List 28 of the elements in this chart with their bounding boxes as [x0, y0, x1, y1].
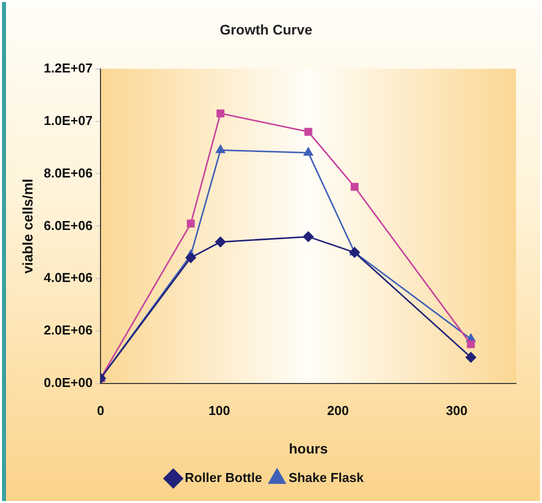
legend-label: Roller Bottle: [184, 470, 262, 486]
point: [186, 252, 196, 263]
chart-title: Growth Curve: [220, 21, 312, 38]
legend-label: Shake Flask: [288, 470, 364, 486]
point: [304, 128, 312, 136]
point: [350, 182, 359, 191]
x-axis-title: hours: [288, 440, 328, 456]
point: [466, 352, 476, 363]
point: [215, 236, 226, 248]
y-tick-label: 4.0E+06: [44, 270, 93, 286]
y-tick-label: 1.0E+07: [44, 112, 93, 128]
x-tick-label: 0: [96, 402, 104, 418]
point: [349, 247, 360, 258]
point: [216, 144, 226, 154]
y-tick-label: 0.0E+00: [44, 375, 93, 390]
x-tick-label: 200: [327, 402, 349, 418]
point: [216, 109, 224, 118]
point: [466, 340, 475, 348]
x-tick-label: 100: [208, 402, 230, 418]
y-tick-label: 2.0E+06: [44, 322, 93, 338]
y-tick-label: 8.0E+06: [44, 165, 93, 180]
x-tick-label: 300: [446, 402, 468, 418]
point: [186, 220, 195, 228]
y-axis-title: viable cells/ml: [19, 178, 36, 274]
point: [303, 231, 314, 242]
y-tick-label: 6.0E+06: [44, 218, 93, 233]
y-tick-label: 1.2E+07: [44, 60, 93, 76]
point: [304, 147, 313, 156]
